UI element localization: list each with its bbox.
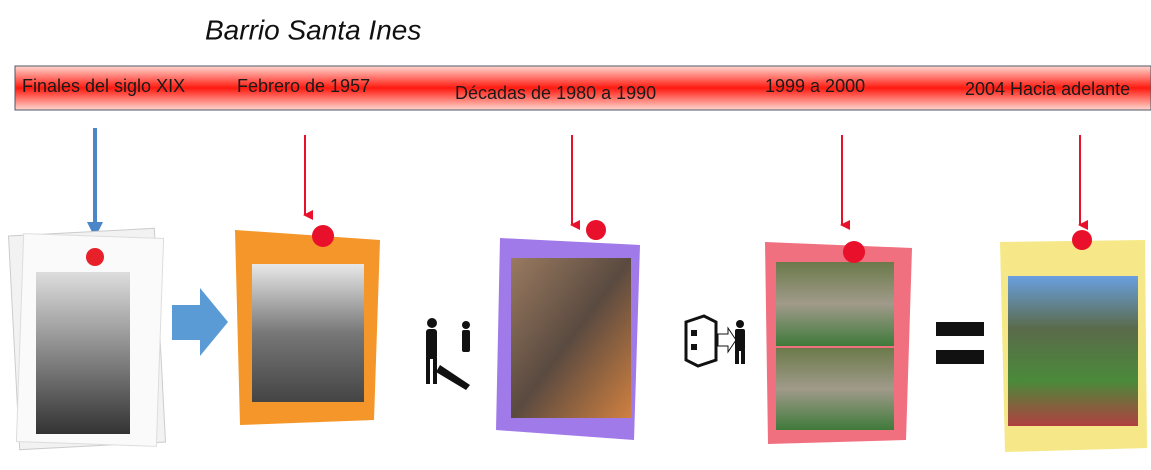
photo	[511, 258, 631, 418]
note-white	[9, 228, 166, 449]
equals-sign	[936, 322, 984, 364]
note-orange	[235, 225, 380, 425]
period-label: Décadas de 1980 a 1990	[455, 83, 656, 103]
period-label: 2004 Hacia adelante	[965, 79, 1130, 99]
period-label: 1999 a 2000	[765, 76, 865, 96]
title: Barrio Santa Ines	[205, 14, 421, 45]
note-purple	[496, 220, 640, 440]
photo	[1008, 276, 1138, 426]
period-label: Febrero de 1957	[237, 76, 370, 96]
photo	[36, 272, 130, 434]
photo	[776, 262, 894, 346]
period-label: Finales del siglo XIX	[22, 76, 185, 96]
note-pink	[765, 241, 912, 444]
timeline-diagram: Barrio Santa Ines Finales del siglo XIX …	[0, 0, 1151, 470]
down-arrows	[87, 128, 1080, 238]
photo	[776, 348, 894, 430]
building-icon	[686, 316, 745, 366]
silhouette-icon	[426, 318, 470, 390]
note-yellow	[1000, 230, 1147, 452]
photo	[252, 264, 364, 402]
right-arrow	[172, 288, 228, 356]
